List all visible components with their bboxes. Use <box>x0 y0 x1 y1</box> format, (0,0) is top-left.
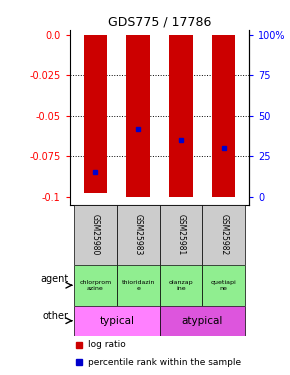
Text: typical: typical <box>99 316 134 326</box>
Text: thioridazin
e: thioridazin e <box>122 280 155 291</box>
Bar <box>160 306 245 336</box>
Title: GDS775 / 17786: GDS775 / 17786 <box>108 16 211 29</box>
Text: GSM25981: GSM25981 <box>176 214 185 255</box>
Bar <box>202 265 245 306</box>
Text: olanzap
ine: olanzap ine <box>168 280 193 291</box>
Text: agent: agent <box>41 274 69 284</box>
Text: quetiapi
ne: quetiapi ne <box>211 280 237 291</box>
Bar <box>74 205 117 265</box>
Text: GSM25983: GSM25983 <box>134 214 143 255</box>
Bar <box>160 265 202 306</box>
Bar <box>169 35 193 197</box>
Bar <box>202 205 245 265</box>
Text: other: other <box>43 311 69 321</box>
Bar <box>117 265 160 306</box>
Bar <box>212 35 235 197</box>
Bar <box>160 205 202 265</box>
Bar <box>126 35 150 197</box>
Bar <box>84 35 107 194</box>
Text: chlorprom
azine: chlorprom azine <box>79 280 111 291</box>
Bar <box>117 205 160 265</box>
Text: percentile rank within the sample: percentile rank within the sample <box>88 358 241 367</box>
Text: log ratio: log ratio <box>88 340 125 349</box>
Bar <box>74 306 160 336</box>
Bar <box>74 265 117 306</box>
Text: GSM25982: GSM25982 <box>219 214 228 255</box>
Text: GSM25980: GSM25980 <box>91 214 100 255</box>
Text: atypical: atypical <box>182 316 223 326</box>
